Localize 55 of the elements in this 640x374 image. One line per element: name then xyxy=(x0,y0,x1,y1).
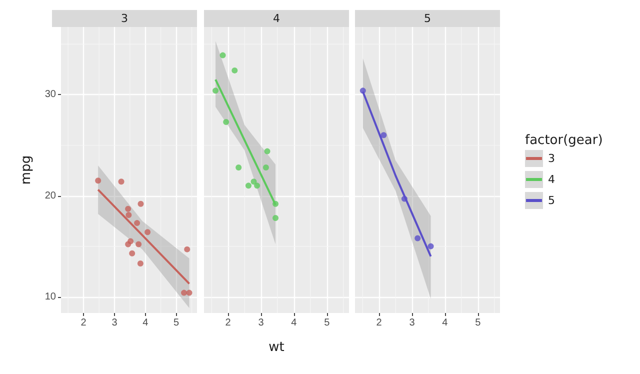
point xyxy=(250,178,257,185)
point xyxy=(360,88,366,94)
x-tick-label: 4 xyxy=(291,318,298,328)
point xyxy=(184,246,190,252)
x-tick-label: 5 xyxy=(174,318,180,328)
point xyxy=(264,148,270,154)
point xyxy=(138,200,144,207)
x-tick-label: 3 xyxy=(112,318,118,328)
x-tick-label: 2 xyxy=(225,318,232,328)
legend-label: 4 xyxy=(548,173,555,186)
y-tick-label: 10 xyxy=(44,291,56,302)
point xyxy=(125,206,132,212)
point xyxy=(236,164,242,170)
point xyxy=(126,212,132,218)
point xyxy=(129,250,136,256)
point xyxy=(245,182,252,189)
y-tick-label: 20 xyxy=(44,190,56,202)
x-tick-label: 2 xyxy=(80,318,87,328)
point xyxy=(272,215,279,221)
x-axis-title: wt xyxy=(268,340,284,355)
point xyxy=(254,182,260,189)
x-tick-label: 2 xyxy=(376,318,382,328)
point xyxy=(272,200,279,207)
point xyxy=(134,220,140,226)
x-tick-label: 3 xyxy=(258,318,264,328)
point xyxy=(262,164,269,170)
point xyxy=(232,67,238,74)
point xyxy=(125,241,132,248)
chart-title: 3 xyxy=(52,10,197,27)
point xyxy=(144,229,151,236)
point xyxy=(186,290,192,296)
point xyxy=(401,196,408,202)
point xyxy=(136,241,142,248)
chart-title: 5 xyxy=(355,10,500,27)
x-tick-label: 3 xyxy=(409,318,416,328)
point xyxy=(118,178,124,185)
y-tick-label: 30 xyxy=(44,89,56,100)
point xyxy=(181,290,188,296)
point xyxy=(223,119,230,125)
point xyxy=(428,243,434,250)
x-tick-label: 5 xyxy=(475,318,482,328)
chart-title: 4 xyxy=(204,10,349,27)
point xyxy=(137,260,144,266)
x-tick-label: 4 xyxy=(142,318,149,328)
legend-title: factor(gear) xyxy=(525,133,603,148)
point xyxy=(220,52,226,58)
x-tick-label: 5 xyxy=(324,318,330,328)
point xyxy=(414,235,421,242)
point xyxy=(212,88,219,94)
y-axis-title: mpg xyxy=(19,155,34,185)
legend-label: 5 xyxy=(548,194,555,207)
x-tick-label: 4 xyxy=(442,318,448,328)
legend-label: 3 xyxy=(548,152,555,165)
point xyxy=(380,132,387,138)
point xyxy=(95,178,102,184)
